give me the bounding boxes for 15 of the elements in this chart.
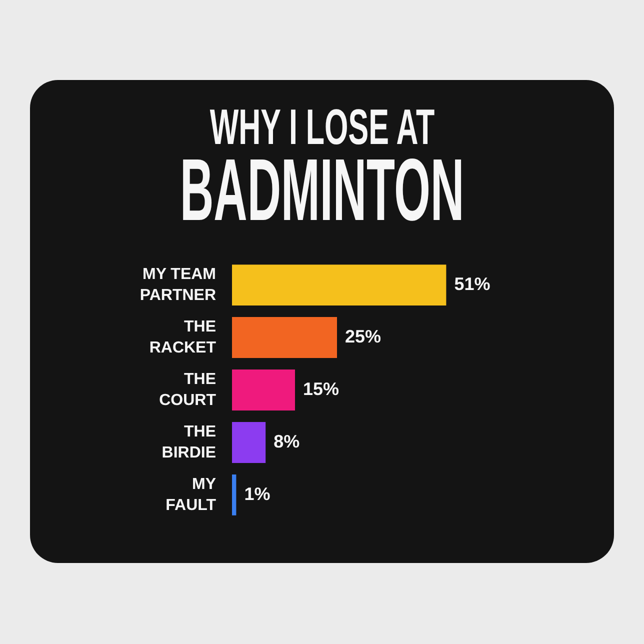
bar: [232, 474, 236, 516]
data-label: 51%: [454, 274, 490, 294]
y-tick-label: MY FAULT: [166, 476, 216, 514]
bar: [232, 264, 446, 306]
data-label: 8%: [274, 431, 300, 452]
data-label: 1%: [244, 484, 270, 504]
y-tick-label: THE BIRDIE: [162, 423, 216, 462]
y-tick-label: MY TEAM PARTNER: [140, 266, 216, 304]
y-tick-label: THE COURT: [159, 371, 216, 409]
bar: [232, 422, 266, 463]
bar: [232, 317, 337, 358]
bar: [232, 370, 295, 410]
data-label: 15%: [303, 378, 340, 399]
y-tick-label: THE RACKET: [149, 318, 216, 356]
data-label: 25%: [345, 326, 382, 346]
